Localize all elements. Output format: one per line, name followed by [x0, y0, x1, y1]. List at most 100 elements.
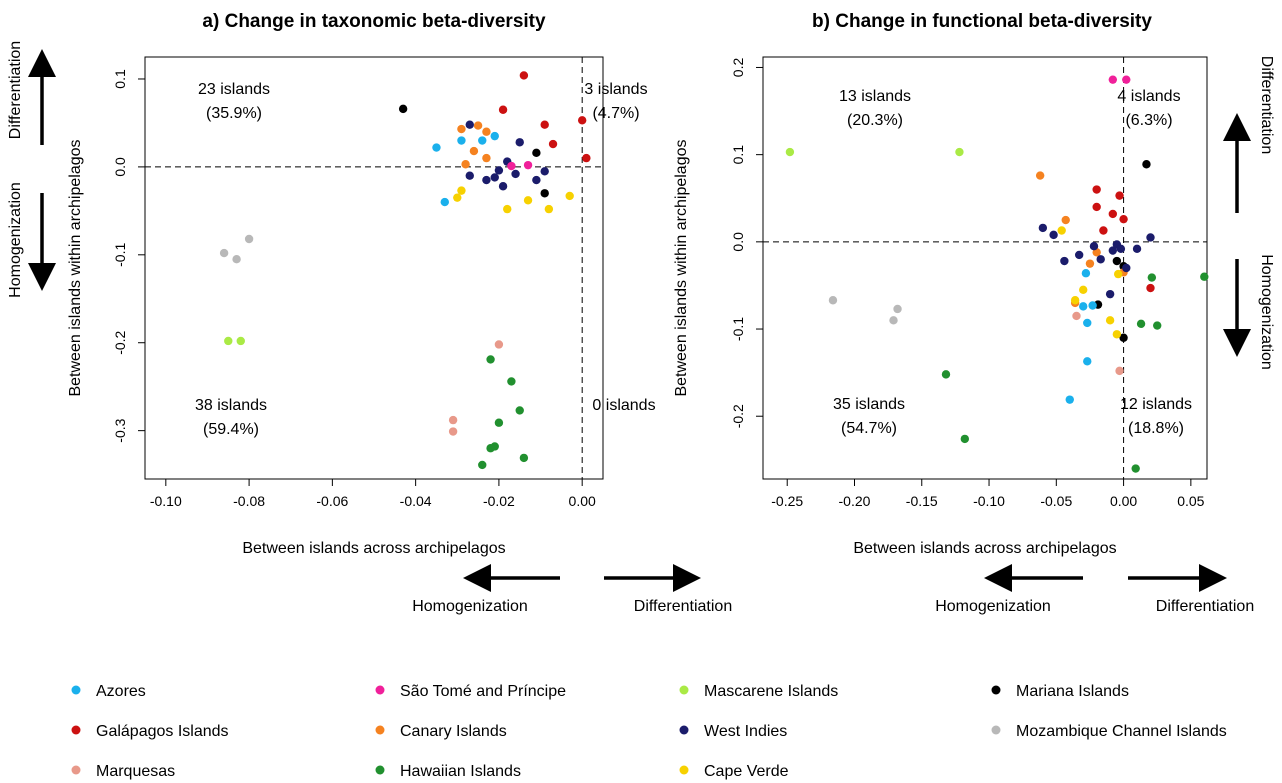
x-tick-label: -0.05	[1040, 493, 1072, 509]
y-tick-label: -0.1	[730, 317, 746, 341]
data-point	[494, 166, 504, 175]
data-point	[1035, 171, 1045, 180]
quadrant-count-bottom-right: 0 islands	[592, 397, 655, 414]
data-point	[1115, 366, 1124, 376]
quadrant-count-top-left: 13 islands	[839, 88, 911, 105]
y-tick-label: -0.2	[112, 330, 128, 354]
data-point	[507, 161, 516, 171]
data-point	[486, 355, 495, 364]
data-point	[1112, 256, 1122, 266]
data-point	[457, 124, 466, 134]
legend-marker	[71, 765, 81, 775]
legend-marker	[991, 725, 1001, 735]
legend-marker	[679, 685, 689, 695]
quadrant-pct-top-left: (35.9%)	[206, 105, 262, 122]
legend-label: West Indies	[704, 723, 787, 740]
data-point	[478, 460, 487, 470]
data-point	[448, 415, 458, 425]
data-point	[544, 204, 554, 214]
data-point	[244, 234, 254, 244]
data-point	[941, 370, 951, 379]
data-point	[219, 248, 229, 258]
data-point	[828, 296, 838, 305]
data-point	[889, 316, 898, 325]
data-point	[1079, 302, 1088, 311]
data-point	[473, 121, 483, 130]
data-point	[1074, 250, 1084, 260]
data-point	[1061, 215, 1070, 225]
side-label-homogenization: Homogenization	[1258, 254, 1275, 370]
data-point	[1132, 244, 1142, 254]
data-point	[785, 147, 795, 157]
quadrant-pct-bottom-left: (59.4%)	[203, 421, 259, 438]
x-tick-label: -0.20	[839, 493, 871, 509]
data-point	[465, 120, 474, 129]
data-point	[1083, 357, 1092, 366]
data-point	[1108, 75, 1118, 84]
data-point	[1092, 185, 1101, 194]
data-point	[1065, 395, 1074, 404]
data-point	[1088, 301, 1097, 310]
legend-label: Canary Islands	[400, 723, 507, 740]
data-point	[1115, 191, 1124, 200]
data-point	[1081, 269, 1091, 278]
data-point	[523, 160, 533, 170]
data-point	[582, 153, 591, 163]
data-point	[511, 169, 520, 179]
data-point	[457, 186, 466, 195]
data-point	[519, 71, 529, 80]
legend-marker	[71, 685, 81, 695]
data-point	[432, 143, 441, 152]
x-tick-label: 0.00	[569, 493, 596, 509]
data-point	[457, 136, 466, 145]
legend-label: Mozambique Channel Islands	[1016, 723, 1227, 740]
bottom-label-differentiation: Differentiation	[634, 598, 732, 615]
data-point	[494, 340, 504, 349]
quadrant-pct-top-right: (6.3%)	[1125, 112, 1172, 129]
data-point	[515, 138, 524, 147]
data-point	[540, 189, 549, 198]
bottom-label-homogenization: Homogenization	[935, 598, 1051, 615]
data-point	[232, 255, 241, 264]
data-point	[398, 104, 408, 114]
quadrant-count-bottom-left: 35 islands	[833, 396, 905, 413]
data-point	[1105, 289, 1115, 299]
data-point	[1070, 296, 1080, 305]
data-point	[1122, 75, 1131, 84]
side-label-differentiation: Differentiation	[1258, 56, 1275, 154]
chart-title: b) Change in functional beta-diversity	[812, 11, 1152, 32]
data-point	[532, 148, 541, 158]
legend-label: Cape Verde	[704, 763, 789, 780]
y-axis-label: Between islands within archipelagos	[673, 139, 690, 396]
data-point	[540, 120, 549, 129]
data-point	[1200, 272, 1209, 281]
x-tick-label: -0.04	[400, 493, 432, 509]
data-point	[461, 160, 470, 169]
data-point	[1119, 333, 1128, 342]
quadrant-pct-top-right: (4.7%)	[592, 105, 639, 122]
legend-label: Mascarene Islands	[704, 683, 838, 700]
data-point	[453, 193, 462, 202]
legend-marker	[375, 685, 385, 695]
data-point	[1122, 263, 1131, 273]
x-tick-label: 0.00	[1110, 493, 1137, 509]
data-point	[465, 171, 474, 180]
y-tick-label: 0.1	[112, 69, 128, 89]
data-point	[523, 196, 533, 205]
data-point	[1108, 246, 1118, 255]
data-point	[1142, 160, 1151, 169]
data-point	[515, 406, 524, 415]
data-point	[1105, 316, 1115, 325]
legend-marker	[679, 725, 689, 735]
data-point	[1116, 244, 1126, 254]
legend-marker	[991, 685, 1001, 695]
data-point	[490, 442, 499, 451]
data-point	[1131, 464, 1140, 473]
data-point	[1072, 311, 1081, 321]
data-point	[960, 434, 970, 444]
data-point	[482, 127, 491, 136]
quadrant-count-bottom-right: 12 islands	[1120, 396, 1192, 413]
x-tick-label: -0.06	[316, 493, 348, 509]
bottom-label-differentiation: Differentiation	[1156, 598, 1254, 615]
